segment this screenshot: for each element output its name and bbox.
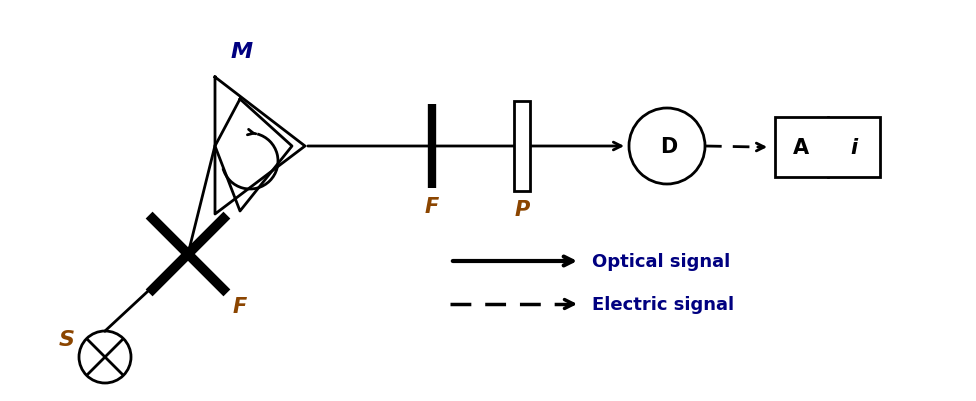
Text: A: A xyxy=(793,138,809,158)
Text: Electric signal: Electric signal xyxy=(592,295,734,313)
Text: i: i xyxy=(850,138,857,158)
Bar xyxy=(514,102,530,192)
Text: S: S xyxy=(59,329,75,349)
Text: Optical signal: Optical signal xyxy=(592,252,730,270)
Bar xyxy=(775,118,880,178)
Text: F: F xyxy=(425,196,439,217)
Text: P: P xyxy=(514,200,530,219)
Text: F: F xyxy=(233,296,247,316)
Text: M: M xyxy=(231,42,253,62)
Text: D: D xyxy=(661,137,677,157)
